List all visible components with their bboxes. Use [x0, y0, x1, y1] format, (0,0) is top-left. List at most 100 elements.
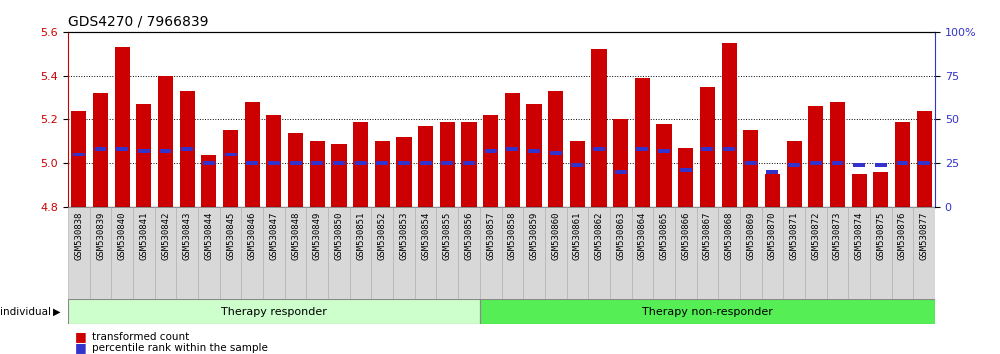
FancyBboxPatch shape — [805, 207, 827, 299]
Text: GSM530866: GSM530866 — [681, 212, 690, 260]
Bar — [485, 149, 497, 153]
Text: GSM530869: GSM530869 — [746, 212, 755, 260]
Bar — [506, 147, 518, 151]
Text: GSM530838: GSM530838 — [74, 212, 83, 260]
Text: GSM530858: GSM530858 — [508, 212, 517, 260]
Bar — [615, 170, 627, 174]
Text: GSM530846: GSM530846 — [248, 212, 257, 260]
Bar — [225, 153, 237, 156]
FancyBboxPatch shape — [783, 207, 805, 299]
Bar — [658, 149, 670, 153]
Text: GSM530857: GSM530857 — [486, 212, 495, 260]
FancyBboxPatch shape — [848, 207, 870, 299]
Bar — [765, 174, 780, 207]
Bar — [93, 93, 108, 207]
Bar — [353, 122, 368, 207]
FancyBboxPatch shape — [545, 207, 567, 299]
Text: GSM530849: GSM530849 — [313, 212, 322, 260]
FancyBboxPatch shape — [588, 207, 610, 299]
Bar — [723, 147, 735, 151]
FancyBboxPatch shape — [762, 207, 783, 299]
Bar — [355, 161, 367, 165]
Bar — [635, 78, 650, 207]
Bar — [136, 104, 151, 207]
Text: GSM530860: GSM530860 — [551, 212, 560, 260]
FancyBboxPatch shape — [285, 207, 306, 299]
Bar — [571, 163, 583, 167]
Text: GSM530845: GSM530845 — [226, 212, 235, 260]
FancyBboxPatch shape — [675, 207, 697, 299]
FancyBboxPatch shape — [740, 207, 762, 299]
Bar — [441, 161, 453, 165]
Bar — [593, 147, 605, 151]
Bar — [873, 172, 888, 207]
Bar — [331, 144, 347, 207]
Text: GSM530839: GSM530839 — [96, 212, 105, 260]
Bar — [895, 122, 910, 207]
Text: GSM530871: GSM530871 — [790, 212, 799, 260]
FancyBboxPatch shape — [68, 207, 90, 299]
FancyBboxPatch shape — [913, 207, 935, 299]
FancyBboxPatch shape — [718, 207, 740, 299]
Text: transformed count: transformed count — [92, 332, 189, 342]
Bar — [766, 170, 778, 174]
Text: GSM530872: GSM530872 — [811, 212, 820, 260]
Bar — [528, 149, 540, 153]
FancyBboxPatch shape — [155, 207, 176, 299]
FancyBboxPatch shape — [176, 207, 198, 299]
Bar — [246, 161, 258, 165]
Bar — [223, 130, 238, 207]
Bar — [743, 130, 758, 207]
Bar — [333, 161, 345, 165]
Bar — [201, 154, 216, 207]
Bar — [548, 91, 563, 207]
Text: GSM530851: GSM530851 — [356, 212, 365, 260]
Text: GSM530876: GSM530876 — [898, 212, 907, 260]
Bar — [722, 43, 737, 207]
Text: GSM530859: GSM530859 — [530, 212, 539, 260]
Bar — [853, 163, 865, 167]
Bar — [203, 161, 215, 165]
Text: ■: ■ — [75, 341, 87, 354]
Text: GSM530843: GSM530843 — [183, 212, 192, 260]
FancyBboxPatch shape — [198, 207, 220, 299]
Text: GSM530877: GSM530877 — [920, 212, 929, 260]
Bar — [636, 147, 648, 151]
Text: GSM530841: GSM530841 — [139, 212, 148, 260]
FancyBboxPatch shape — [436, 207, 458, 299]
FancyBboxPatch shape — [523, 207, 545, 299]
FancyBboxPatch shape — [827, 207, 848, 299]
Text: GSM530862: GSM530862 — [595, 212, 604, 260]
Bar — [505, 93, 520, 207]
FancyBboxPatch shape — [90, 207, 111, 299]
Bar — [115, 47, 130, 207]
FancyBboxPatch shape — [567, 207, 588, 299]
Text: ▶: ▶ — [53, 307, 60, 316]
Bar — [266, 115, 281, 207]
Bar — [310, 141, 325, 207]
Bar — [268, 161, 280, 165]
FancyBboxPatch shape — [610, 207, 632, 299]
FancyBboxPatch shape — [328, 207, 350, 299]
Text: GSM530850: GSM530850 — [334, 212, 343, 260]
Bar — [73, 153, 85, 156]
FancyBboxPatch shape — [502, 207, 523, 299]
Bar — [613, 119, 628, 207]
Bar — [808, 106, 823, 207]
Text: GSM530863: GSM530863 — [616, 212, 625, 260]
FancyBboxPatch shape — [133, 207, 155, 299]
Bar — [918, 161, 930, 165]
Text: GSM530848: GSM530848 — [291, 212, 300, 260]
Bar — [440, 122, 455, 207]
Bar — [418, 126, 433, 207]
FancyBboxPatch shape — [306, 207, 328, 299]
FancyBboxPatch shape — [371, 207, 393, 299]
FancyBboxPatch shape — [870, 207, 892, 299]
FancyBboxPatch shape — [220, 207, 241, 299]
Bar — [852, 174, 867, 207]
Text: GDS4270 / 7966839: GDS4270 / 7966839 — [68, 14, 208, 28]
Bar — [810, 161, 822, 165]
Bar — [461, 122, 477, 207]
Bar — [95, 147, 106, 151]
Bar — [158, 76, 173, 207]
